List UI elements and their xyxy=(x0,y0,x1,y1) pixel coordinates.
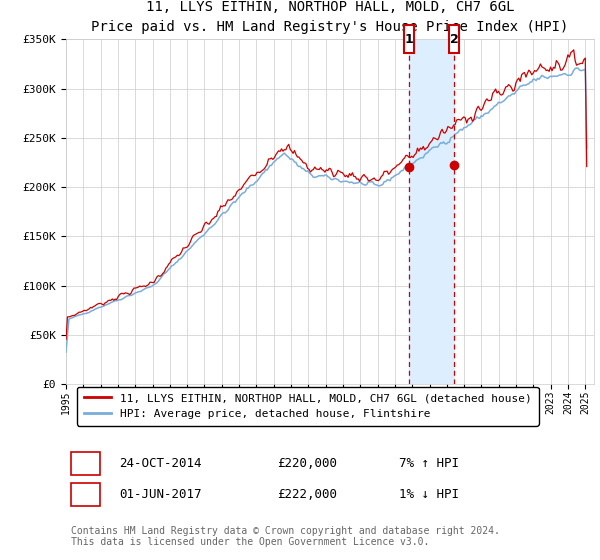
FancyBboxPatch shape xyxy=(404,25,414,53)
FancyBboxPatch shape xyxy=(449,25,459,53)
Text: 24-OCT-2014: 24-OCT-2014 xyxy=(119,457,202,470)
Text: Contains HM Land Registry data © Crown copyright and database right 2024.
This d: Contains HM Land Registry data © Crown c… xyxy=(71,526,500,547)
Text: £220,000: £220,000 xyxy=(277,457,337,470)
Text: 1: 1 xyxy=(405,32,413,46)
Text: £222,000: £222,000 xyxy=(277,488,337,501)
FancyBboxPatch shape xyxy=(71,483,100,506)
Text: 7% ↑ HPI: 7% ↑ HPI xyxy=(398,457,458,470)
Text: 2: 2 xyxy=(82,488,89,501)
Text: 1: 1 xyxy=(82,457,89,470)
FancyBboxPatch shape xyxy=(71,452,100,475)
Title: 11, LLYS EITHIN, NORTHOP HALL, MOLD, CH7 6GL
Price paid vs. HM Land Registry's H: 11, LLYS EITHIN, NORTHOP HALL, MOLD, CH7… xyxy=(91,1,569,34)
Text: 1% ↓ HPI: 1% ↓ HPI xyxy=(398,488,458,501)
Text: 01-JUN-2017: 01-JUN-2017 xyxy=(119,488,202,501)
Legend: 11, LLYS EITHIN, NORTHOP HALL, MOLD, CH7 6GL (detached house), HPI: Average pric: 11, LLYS EITHIN, NORTHOP HALL, MOLD, CH7… xyxy=(77,387,539,426)
Bar xyxy=(409,39,454,384)
Text: 2: 2 xyxy=(450,32,458,46)
